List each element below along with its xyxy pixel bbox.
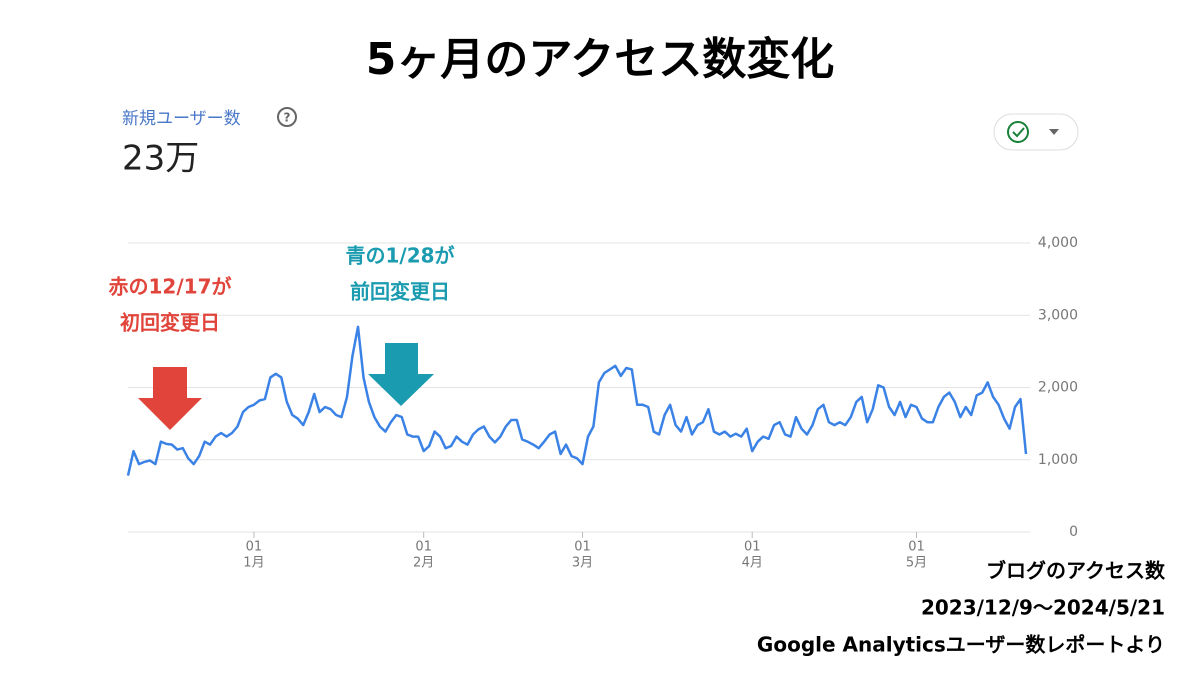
filter-button[interactable] xyxy=(993,113,1079,151)
arrow-shaft xyxy=(385,343,418,375)
check-icon xyxy=(1007,121,1029,143)
x-tick-day: 01 xyxy=(744,540,761,555)
x-tick-day: 01 xyxy=(246,540,263,555)
source-note: Google Analyticsユーザー数レポートより xyxy=(757,633,1165,657)
help-icon-glyph: ? xyxy=(284,111,291,125)
y-tick-label: 1,000 xyxy=(1038,452,1078,468)
x-tick-month: 1月 xyxy=(243,556,264,571)
y-tick-label: 3,000 xyxy=(1038,307,1078,323)
y-tick-label: 0 xyxy=(1069,524,1078,540)
metric-label: 新規ユーザー数 xyxy=(122,109,241,129)
annotation: 前回変更日 xyxy=(350,280,450,304)
y-tick-label: 4,000 xyxy=(1038,235,1078,251)
x-tick-day: 01 xyxy=(415,540,432,555)
arrow-head xyxy=(368,374,434,406)
chart-title: 5ヶ月のアクセス数変化 xyxy=(366,34,834,85)
metric-value: 23万 xyxy=(122,139,199,179)
arrow-head xyxy=(138,398,202,430)
annotation: 初回変更日 xyxy=(120,311,220,335)
help-icon[interactable] xyxy=(277,107,297,127)
plot: 01,0002,0003,0004,000011月012月013月014月015… xyxy=(126,235,1078,571)
source-note: 2023/12/9～2024/5/21 xyxy=(921,596,1165,620)
x-tick-month: 4月 xyxy=(742,556,763,571)
annotation: 青の1/28が xyxy=(345,244,454,268)
arrow-shaft xyxy=(153,367,187,399)
x-tick-month: 3月 xyxy=(572,556,593,571)
dropdown-caret xyxy=(1049,129,1059,135)
annotation: 赤の12/17が xyxy=(109,275,232,299)
x-tick-month: 5月 xyxy=(906,556,927,571)
x-tick-month: 2月 xyxy=(413,556,434,571)
x-tick-day: 01 xyxy=(908,540,925,555)
source-note: ブログのアクセス数 xyxy=(986,559,1166,583)
x-tick-day: 01 xyxy=(574,540,591,555)
y-tick-label: 2,000 xyxy=(1038,380,1078,396)
check-mark xyxy=(1012,127,1025,138)
data-line xyxy=(126,325,1028,476)
